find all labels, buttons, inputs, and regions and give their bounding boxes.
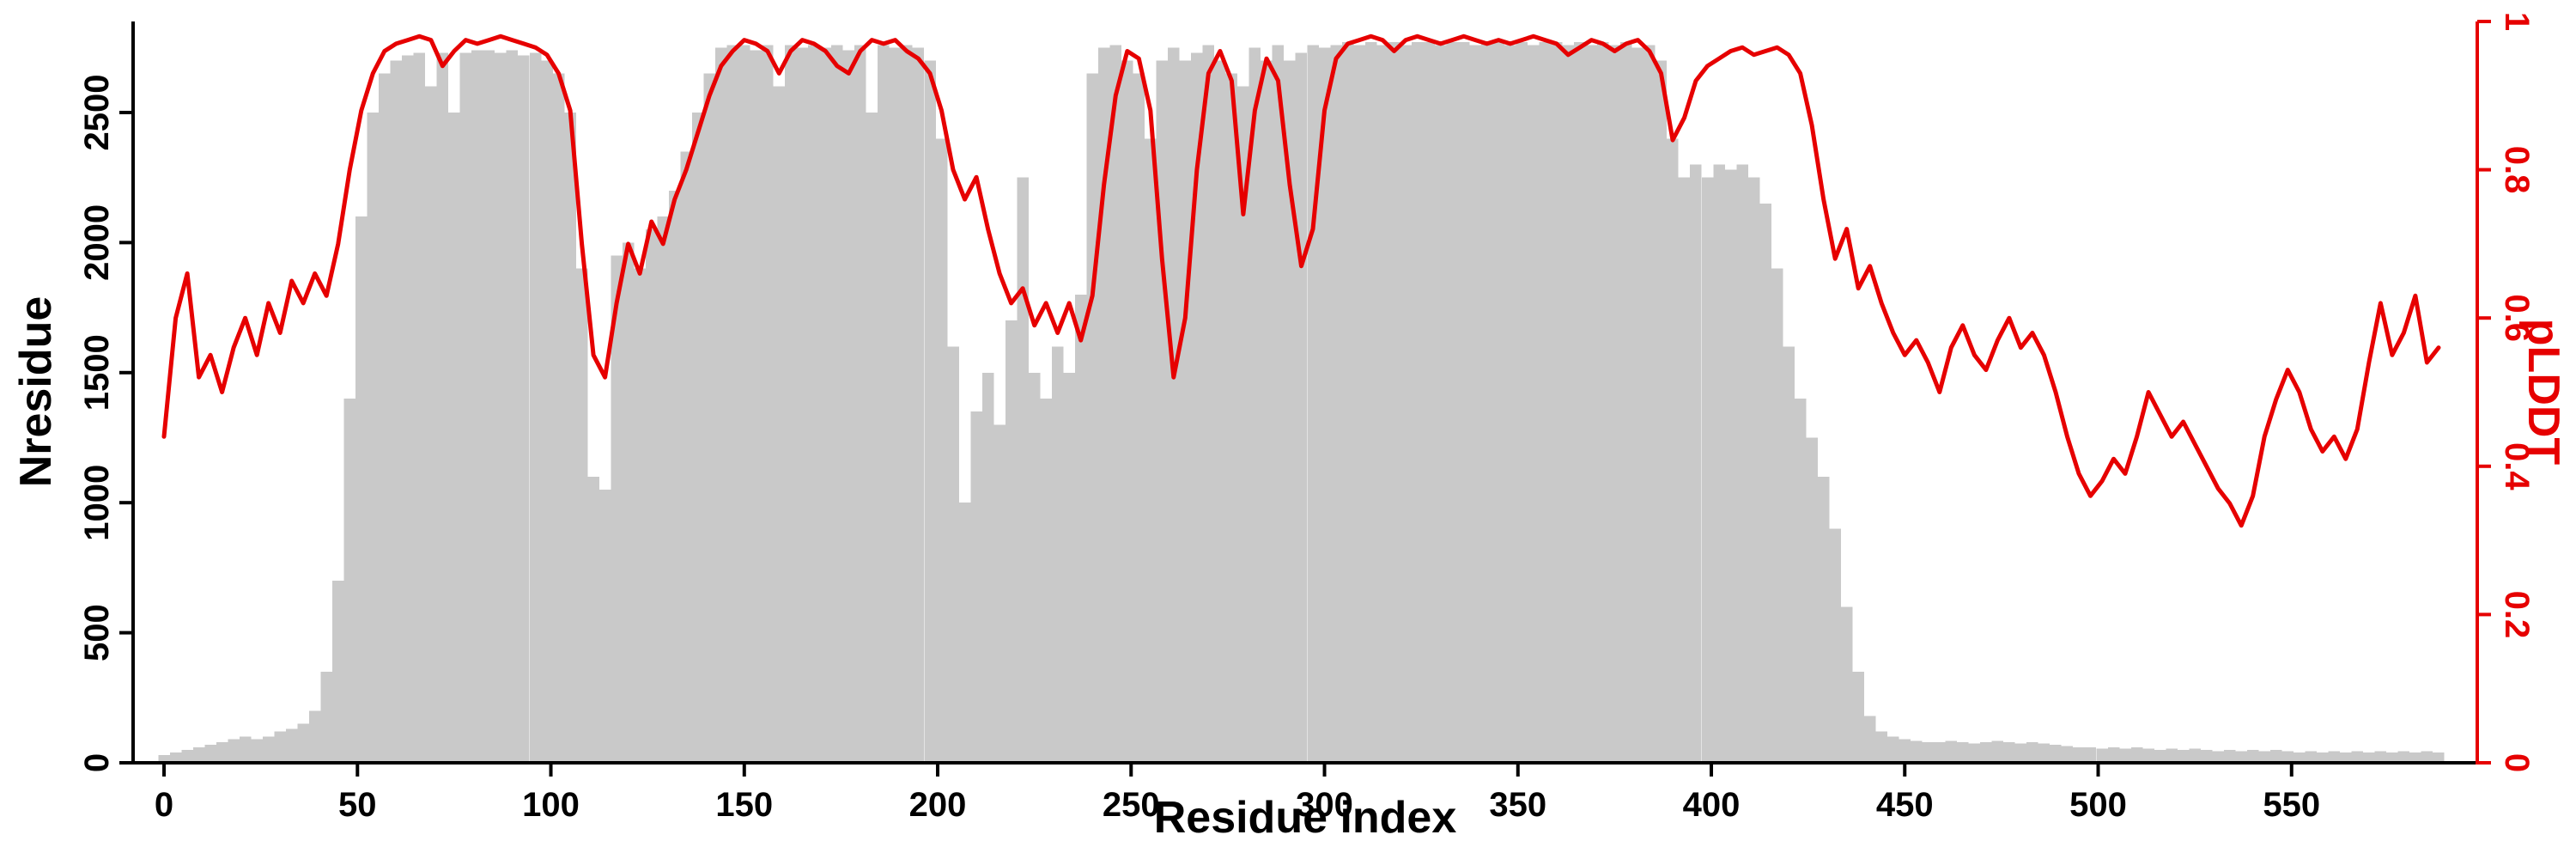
svg-text:200: 200 [909,786,967,824]
svg-text:0.4: 0.4 [2498,442,2536,490]
svg-text:550: 550 [2263,786,2320,824]
svg-text:0: 0 [2498,753,2536,772]
svg-text:1: 1 [2498,12,2536,31]
svg-text:150: 150 [715,786,773,824]
svg-text:450: 450 [1876,786,1934,824]
svg-text:0.2: 0.2 [2498,591,2536,639]
y-axis-label-left: Nresidue [11,295,61,488]
x-axis-label: Residue index [1153,793,1457,843]
svg-text:1000: 1000 [78,465,116,541]
svg-text:100: 100 [522,786,580,824]
svg-text:500: 500 [78,604,116,661]
y-axis-label-right: pLDDT [2518,318,2568,466]
svg-text:400: 400 [1683,786,1741,824]
svg-text:0: 0 [155,786,173,824]
svg-text:250: 250 [1103,786,1160,824]
svg-text:50: 50 [338,786,377,824]
svg-text:1500: 1500 [78,334,116,411]
svg-text:2500: 2500 [78,74,116,150]
svg-text:350: 350 [1489,786,1546,824]
svg-text:300: 300 [1296,786,1353,824]
svg-text:0: 0 [78,753,116,772]
svg-text:0.8: 0.8 [2498,146,2536,194]
svg-text:0.6: 0.6 [2498,294,2536,342]
svg-text:500: 500 [2069,786,2127,824]
svg-text:2000: 2000 [78,204,116,281]
